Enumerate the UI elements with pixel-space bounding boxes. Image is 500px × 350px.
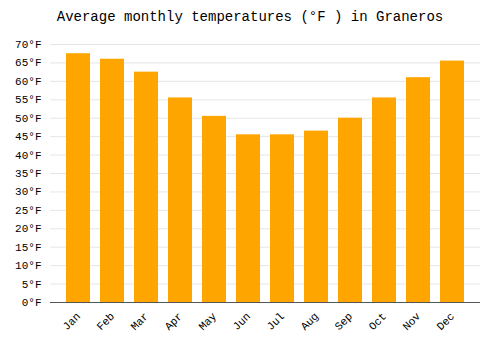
svg-text:Sep: Sep [333, 310, 355, 332]
svg-text:Oct: Oct [367, 310, 389, 332]
svg-text:30°F: 30°F [15, 186, 41, 198]
svg-text:Dec: Dec [435, 310, 457, 332]
svg-text:Jan: Jan [61, 310, 83, 332]
svg-text:May: May [197, 310, 220, 333]
svg-text:70°F: 70°F [15, 39, 41, 51]
svg-text:5°F: 5°F [22, 279, 42, 291]
svg-text:Jun: Jun [231, 310, 253, 332]
svg-text:Nov: Nov [401, 310, 424, 333]
svg-text:65°F: 65°F [15, 57, 41, 69]
svg-text:25°F: 25°F [15, 205, 41, 217]
svg-text:50°F: 50°F [15, 113, 41, 125]
svg-text:60°F: 60°F [15, 76, 41, 88]
svg-text:Mar: Mar [129, 310, 151, 332]
svg-text:55°F: 55°F [15, 94, 41, 106]
svg-text:0°F: 0°F [22, 297, 42, 309]
svg-text:20°F: 20°F [15, 223, 41, 235]
svg-text:Feb: Feb [95, 310, 117, 332]
svg-text:Apr: Apr [163, 310, 185, 332]
html-text:Average monthly temperatures (: Average monthly temperatures (°F ) in Gr… [56, 9, 444, 25]
svg-text:Aug: Aug [299, 310, 321, 332]
svg-text:40°F: 40°F [15, 150, 41, 162]
svg-text:35°F: 35°F [15, 168, 41, 180]
svg-text:15°F: 15°F [15, 242, 41, 254]
svg-text:Jul: Jul [265, 310, 287, 332]
svg-text:45°F: 45°F [15, 131, 41, 143]
svg-text:10°F: 10°F [15, 260, 41, 272]
